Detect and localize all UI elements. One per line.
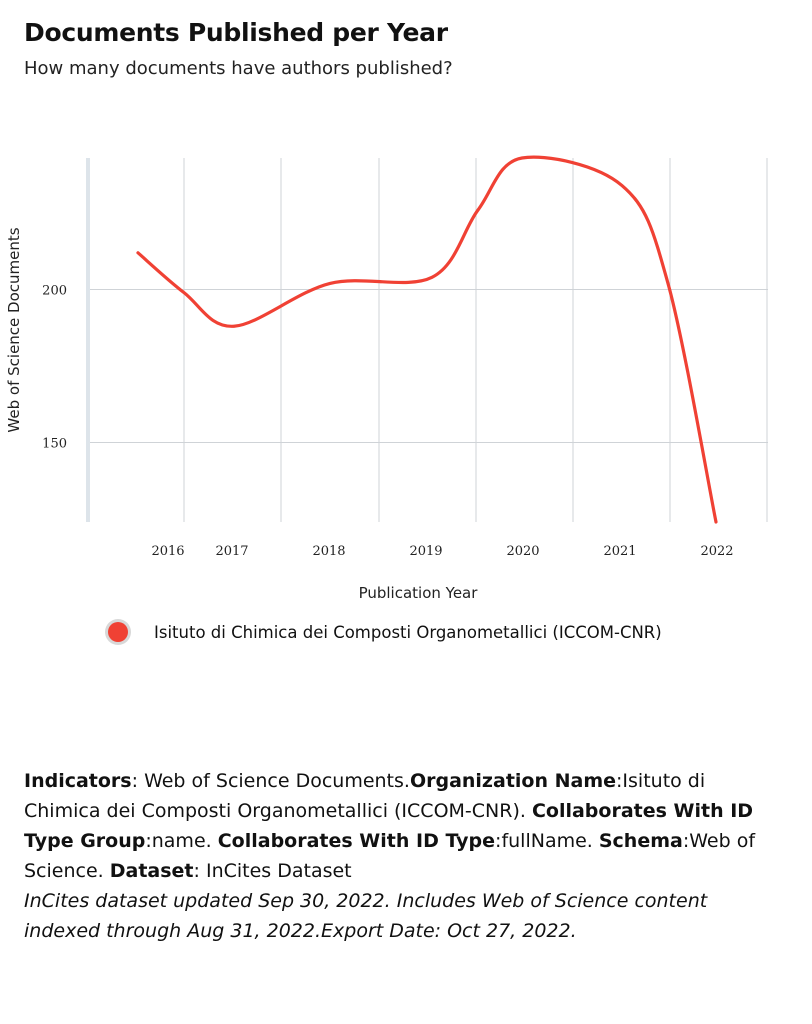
chart-footer: Indicators: Web of Science Documents.Org…	[24, 770, 756, 942]
schema-label: Schema	[598, 830, 683, 852]
dataset-label: Dataset	[109, 860, 194, 882]
legend-label: Isituto di Chimica dei Composti Organome…	[154, 622, 662, 642]
collab-type-value: fullName.	[501, 830, 599, 852]
x-axis-label: Publication Year	[359, 584, 479, 602]
y-tick-labels: 150 200	[42, 284, 67, 452]
chart-title: Documents Published per Year	[24, 18, 448, 47]
chart-grid	[88, 158, 768, 522]
y-axis-label: Web of Science Documents	[5, 227, 23, 432]
x-tick-label: 2022	[700, 544, 733, 559]
schema-value: Web of Science.	[24, 830, 756, 882]
legend[interactable]: Isituto di Chimica dei Composti Organome…	[108, 622, 662, 642]
x-tick-label: 2019	[409, 544, 442, 559]
series-line	[136, 155, 718, 524]
x-tick-labels: 2016 2017 2018 2019 2020 2021 2022	[151, 544, 733, 559]
dataset-note: InCites dataset updated Sep 30, 2022. In…	[24, 890, 708, 942]
org-label: Organization Name	[409, 770, 617, 792]
legend-marker	[108, 622, 128, 642]
x-tick-label: 2016	[151, 544, 184, 559]
x-tick-label: 2021	[603, 544, 636, 559]
x-tick-label: 2020	[506, 544, 539, 559]
x-tick-label: 2018	[312, 544, 345, 559]
x-tick-label: 2017	[215, 544, 248, 559]
y-tick-label: 200	[42, 284, 67, 299]
chart-subtitle: How many documents have authors publishe…	[24, 58, 453, 79]
collab-group-label: Collaborates With ID Type Group	[24, 800, 754, 852]
y-tick-label: 150	[42, 436, 67, 451]
indicators-value: Web of Science Documents.	[144, 770, 410, 792]
collab-type-label: Collaborates With ID Type	[217, 830, 496, 852]
line-chart: 2016 2017 2018 2019 2020 2021 2022 150 200 Publ…	[5, 155, 768, 602]
org-value: Isituto di Chimica dei Composti Organome…	[24, 770, 706, 822]
indicators-label: Indicators	[24, 770, 132, 792]
collab-group-value: name.	[151, 830, 218, 852]
dataset-value: InCites Dataset	[199, 860, 352, 882]
